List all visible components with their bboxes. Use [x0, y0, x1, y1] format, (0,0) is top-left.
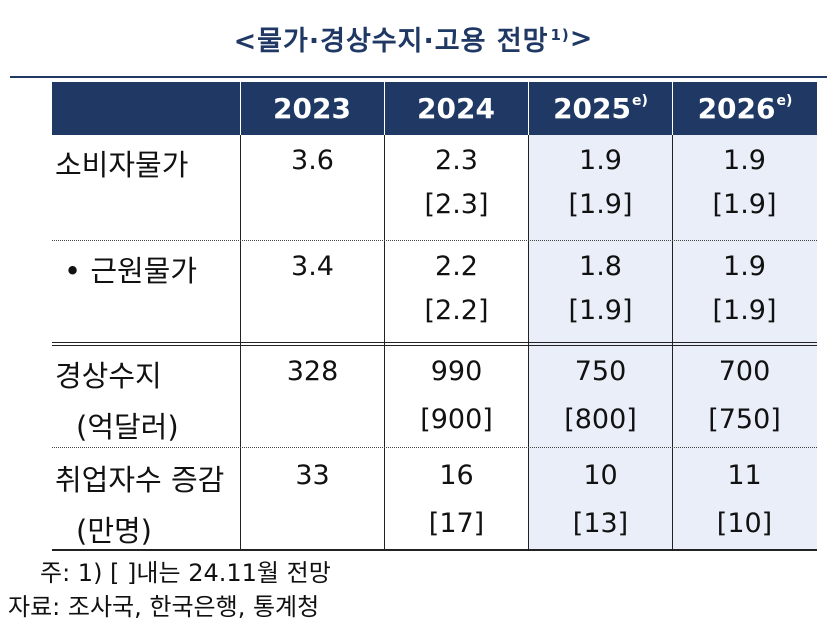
source-note: 자료: 조사국, 한국은행, 통계청	[8, 593, 320, 621]
header-2025: 2025 e)	[529, 82, 672, 135]
row-label-employment: 취업자수 증감	[55, 463, 225, 497]
header-2024: 2024	[385, 82, 528, 135]
cell-previous: [800]	[564, 404, 637, 435]
row-label-unit: (억달러)	[76, 410, 179, 444]
cell-value: 1.9	[723, 251, 766, 282]
footnote: 주: 1) [ ]내는 24.11월 전망	[40, 559, 331, 587]
header-sup-2026: e)	[776, 92, 793, 109]
row-divider-dotted	[52, 240, 817, 241]
cell-value: 10	[583, 460, 618, 491]
header-sup-2025: e)	[632, 92, 648, 109]
row-label-core-inflation: • 근원물가	[64, 254, 198, 288]
header-year-2023: 2023	[273, 92, 351, 125]
cell-previous: [1.9]	[712, 189, 777, 220]
cell-value: 1.9	[579, 145, 622, 176]
cell-value: 700	[718, 356, 771, 387]
row-divider-dotted	[52, 447, 817, 448]
row-label-current-account: 경상수지	[55, 359, 162, 393]
cell-value: 33	[295, 460, 330, 491]
cell-value: 3.6	[291, 145, 334, 176]
header-2026: 2026 e)	[673, 82, 817, 135]
header-year-2025: 2025	[553, 92, 632, 125]
cell-value: 328	[286, 356, 339, 387]
row-label-unit: (만명)	[76, 514, 152, 548]
title-close: >	[569, 22, 594, 54]
title-text: <물가·경상수지·고용 전망	[233, 25, 549, 57]
header-2023: 2023	[241, 82, 384, 135]
cell-previous: [17]	[428, 508, 485, 539]
cell-value: 3.4	[291, 251, 334, 282]
table-title: <물가·경상수지·고용 전망 1) >	[0, 0, 827, 76]
cell-previous: [1.9]	[568, 189, 633, 220]
cell-previous: [10]	[716, 508, 773, 539]
header-year-2024: 2024	[417, 92, 495, 125]
header-year-2026: 2026	[697, 92, 776, 125]
cell-previous: [2.3]	[424, 189, 489, 220]
header-corner	[52, 82, 240, 135]
cell-value: 1.8	[579, 251, 622, 282]
cell-previous: [1.9]	[712, 295, 777, 326]
title-rule	[10, 76, 827, 78]
row-label-cpi: 소비자물가	[55, 148, 189, 182]
cell-previous: [750]	[708, 404, 781, 435]
cell-previous: [2.2]	[424, 295, 489, 326]
cell-value: 750	[574, 356, 627, 387]
title-footnote-mark: 1)	[550, 26, 570, 44]
cell-value: 2.2	[435, 251, 478, 282]
table-bottom-rule	[52, 549, 817, 551]
cell-previous: [1.9]	[568, 295, 633, 326]
cell-value: 2.3	[435, 145, 478, 176]
cell-value: 16	[439, 460, 474, 491]
cell-value: 1.9	[723, 145, 766, 176]
cell-previous: [900]	[420, 404, 493, 435]
cell-value: 990	[430, 356, 483, 387]
cell-previous: [13]	[572, 508, 629, 539]
cell-value: 11	[727, 460, 762, 491]
row-divider-double	[52, 342, 817, 346]
